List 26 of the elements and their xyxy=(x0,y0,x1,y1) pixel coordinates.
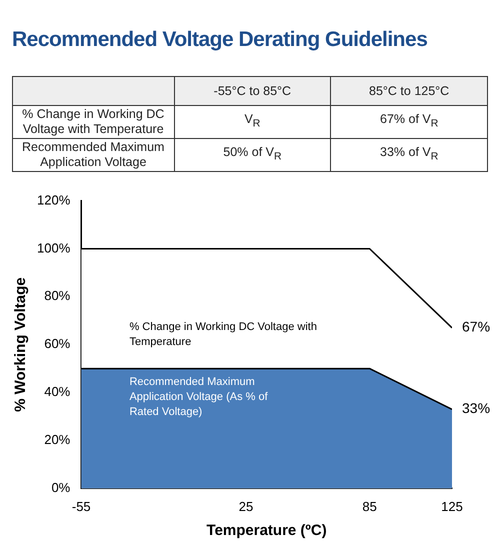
text: % Change in Working DC Voltage with Temperature xyxy=(12,106,174,138)
x-tick-label: 85 xyxy=(362,498,377,514)
y-tick-label: 120% xyxy=(37,192,71,208)
text: Recommended Maximum Application Voltage xyxy=(12,138,174,172)
x-tick-label: 25 xyxy=(238,498,254,514)
data-label: 67% xyxy=(462,318,490,335)
x-tick-label: -55 xyxy=(72,498,91,514)
y-tick-label: 100% xyxy=(37,240,71,256)
x-axis-title: Temperature (ºC) xyxy=(206,522,327,540)
y-tick-label: 0% xyxy=(51,480,71,495)
text: 33% of V$_{R}$ xyxy=(330,138,488,172)
text: 85°C to 125°C xyxy=(330,76,488,106)
text: -55°C to 85°C xyxy=(174,76,331,106)
x-tick-label: 125 xyxy=(441,498,463,514)
annotation: % Change in Working DC Voltage with Temperature xyxy=(129,321,317,348)
annotation: Recommended Maximum Application Voltage (As % of Rated Voltage) xyxy=(129,376,269,418)
chart-title: Recommended Voltage Derating Guidelines xyxy=(12,28,428,52)
text: V$_{R}$ xyxy=(174,106,331,138)
y-tick-label: 20% xyxy=(44,432,71,448)
data-label: 33% xyxy=(462,400,490,416)
y-tick-label: 60% xyxy=(44,336,71,352)
y-tick-label: 80% xyxy=(44,288,71,304)
text: 67% of V$_{R}$ xyxy=(330,106,488,138)
text: 50% of V$_{R}$ xyxy=(174,138,331,172)
y-tick-label: 40% xyxy=(44,384,71,400)
y-axis-title: % Working Voltage xyxy=(12,277,30,412)
